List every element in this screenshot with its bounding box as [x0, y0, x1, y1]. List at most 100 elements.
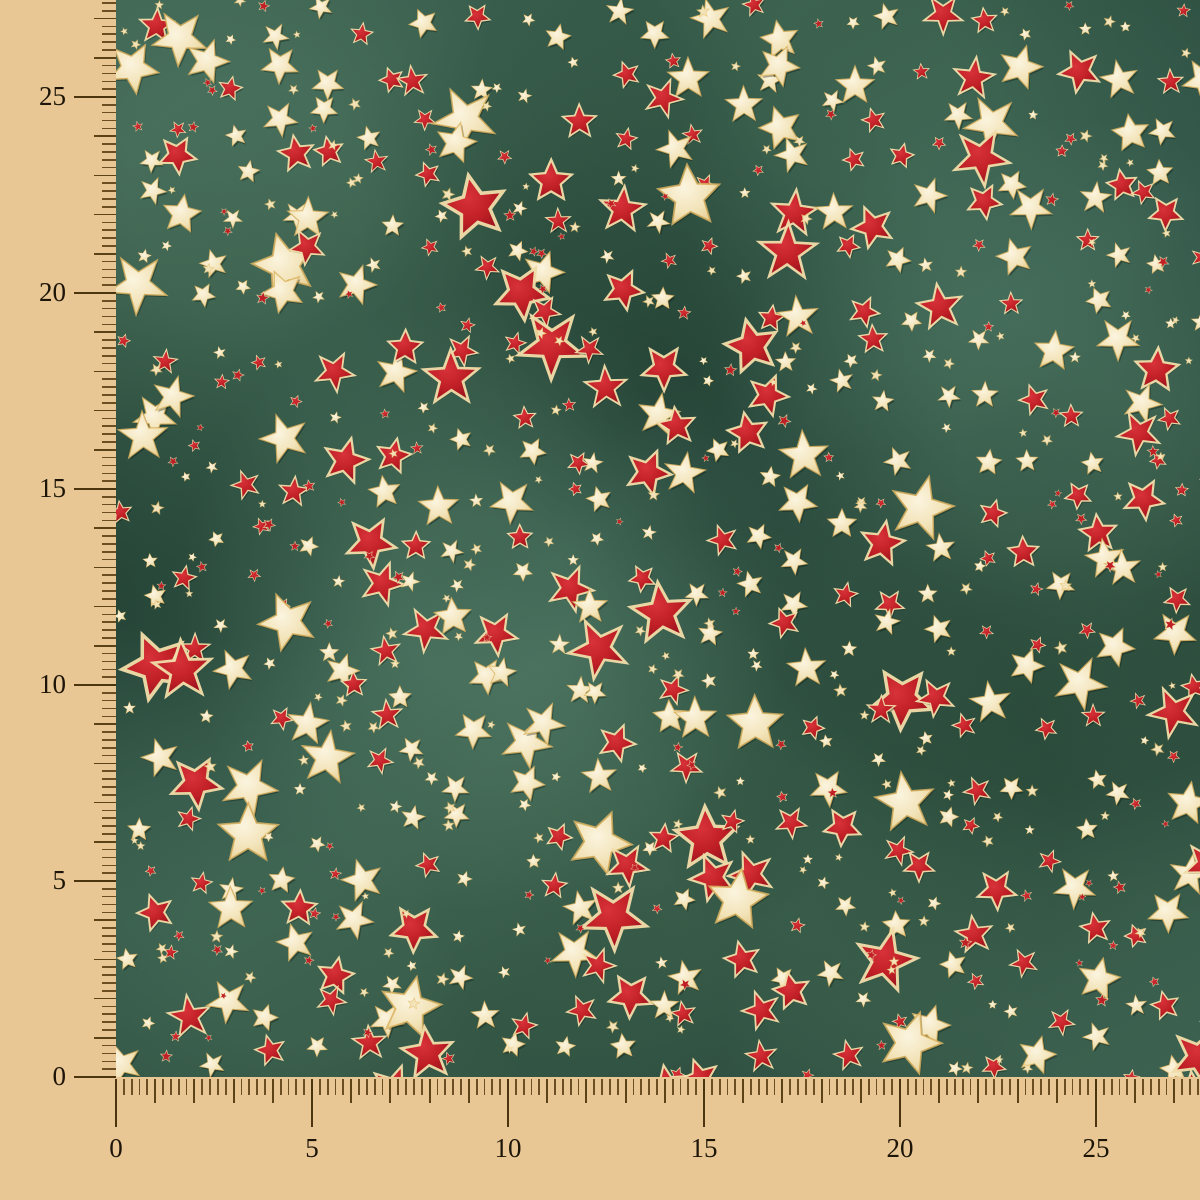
vruler-tick [102, 637, 116, 639]
vruler-tick [102, 245, 116, 247]
hruler-tick [514, 1079, 517, 1095]
vruler-tick [102, 88, 116, 90]
vruler-tick [102, 982, 116, 984]
vruler-tick [102, 401, 116, 404]
vruler-tick [102, 104, 116, 106]
hruler-tick [1102, 1079, 1105, 1095]
vruler-tick [102, 300, 116, 302]
hruler-tick [146, 1079, 149, 1095]
hruler-tick [122, 1079, 125, 1095]
vruler-tick [102, 80, 116, 83]
vruler-label: 20 [39, 277, 66, 307]
vruler-major-tick [74, 488, 116, 490]
vruler-tick [102, 503, 116, 506]
hruler-tick [883, 1079, 886, 1095]
hruler-tick [381, 1079, 384, 1095]
hruler-tick [812, 1079, 815, 1095]
vruler-tick [94, 723, 116, 726]
hruler-tick [671, 1079, 674, 1095]
vruler-tick [102, 9, 116, 12]
vruler-tick [102, 817, 116, 820]
vruler-tick [102, 151, 116, 153]
vruler-tick [102, 417, 116, 420]
vruler-tick [102, 143, 116, 145]
hruler-tick [1087, 1079, 1090, 1095]
vruler-major-tick [74, 1076, 116, 1078]
vruler-tick [94, 1036, 116, 1039]
vruler-major-tick [74, 880, 116, 882]
hruler-tick [483, 1079, 486, 1095]
vruler-tick [94, 17, 116, 20]
hruler-major-tick [898, 1079, 902, 1127]
vruler-tick [102, 221, 116, 224]
hruler-label: 25 [1082, 1133, 1110, 1163]
hruler-tick [295, 1079, 298, 1095]
hruler-tick [679, 1079, 682, 1095]
hruler-tick [185, 1079, 188, 1095]
vruler-tick [102, 1060, 116, 1063]
hruler-tick [1055, 1079, 1058, 1103]
hruler-tick [1126, 1079, 1129, 1095]
vruler-tick [102, 362, 116, 365]
hruler-tick [930, 1079, 933, 1095]
hruler-tick [522, 1079, 525, 1095]
vruler-tick [94, 448, 116, 451]
hruler-tick [765, 1079, 768, 1095]
hruler-tick [569, 1079, 572, 1095]
vruler-tick [102, 394, 116, 396]
vruler-tick [102, 433, 116, 435]
hruler-tick [687, 1079, 690, 1095]
hruler-tick [538, 1079, 541, 1095]
hruler-tick [334, 1079, 337, 1095]
vruler-tick [102, 942, 116, 945]
vruler-tick [102, 464, 116, 467]
hruler-tick [413, 1079, 415, 1095]
vruler-tick [94, 174, 116, 177]
vruler-tick [102, 25, 116, 28]
vruler-tick [102, 613, 116, 616]
hruler-tick [805, 1079, 807, 1095]
vruler-tick [102, 707, 116, 710]
vruler-tick [102, 1044, 116, 1047]
hruler-tick [742, 1079, 745, 1103]
hruler-tick [350, 1079, 353, 1103]
vruler-tick [102, 315, 116, 318]
hruler-tick [1197, 1079, 1199, 1095]
hruler-label: 15 [690, 1133, 718, 1163]
hruler-tick [1008, 1079, 1011, 1095]
vruler-tick [102, 1068, 116, 1070]
vruler-tick [102, 339, 116, 341]
hruler-tick [279, 1079, 282, 1095]
fabric-star-pattern [116, 0, 1200, 1077]
vruler-tick [102, 205, 116, 208]
hruler-tick [969, 1079, 972, 1095]
vruler-tick [102, 2, 116, 4]
vruler-tick [102, 119, 116, 122]
vruler-tick [102, 425, 116, 428]
vruler-tick [102, 496, 116, 498]
vruler-tick [102, 793, 116, 796]
hruler-tick [852, 1079, 854, 1095]
vruler-tick [102, 229, 116, 232]
vruler-tick [102, 778, 116, 780]
vruler-label: 15 [39, 473, 66, 503]
vruler-tick [102, 660, 116, 663]
hruler-major-tick [114, 1079, 118, 1127]
vruler-tick [102, 64, 116, 67]
hruler-tick [1040, 1079, 1043, 1095]
hruler-tick [1024, 1079, 1027, 1095]
hruler-tick [138, 1079, 141, 1095]
hruler-tick [891, 1079, 894, 1095]
hruler-tick [491, 1079, 494, 1095]
vruler-tick [102, 284, 116, 286]
hruler-tick [358, 1079, 360, 1095]
vruler-tick [102, 582, 116, 584]
hruler-tick [1181, 1079, 1184, 1095]
vruler-tick [102, 127, 116, 130]
hruler-tick [1118, 1079, 1121, 1095]
hruler-tick [373, 1079, 376, 1095]
hruler-tick [467, 1079, 470, 1103]
vruler-tick [102, 629, 116, 631]
hruler-tick [953, 1079, 956, 1095]
